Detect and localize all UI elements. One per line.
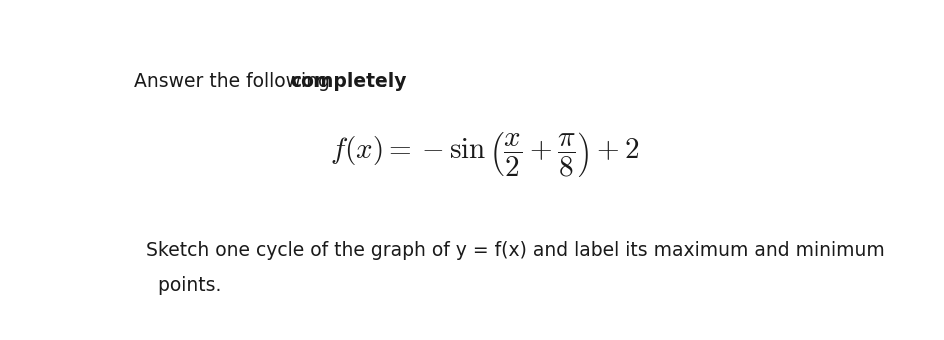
Text: Answer the following: Answer the following	[134, 72, 336, 91]
Text: completely: completely	[291, 72, 407, 91]
Text: points.: points.	[134, 276, 222, 295]
Text: .: .	[380, 72, 386, 91]
Text: $f(x) = -\sin\left(\dfrac{x}{2} + \dfrac{\pi}{8}\right) + 2$: $f(x) = -\sin\left(\dfrac{x}{2} + \dfrac…	[329, 130, 638, 179]
Text: Sketch one cycle of the graph of y = f(x) and label its maximum and minimum: Sketch one cycle of the graph of y = f(x…	[134, 241, 884, 260]
